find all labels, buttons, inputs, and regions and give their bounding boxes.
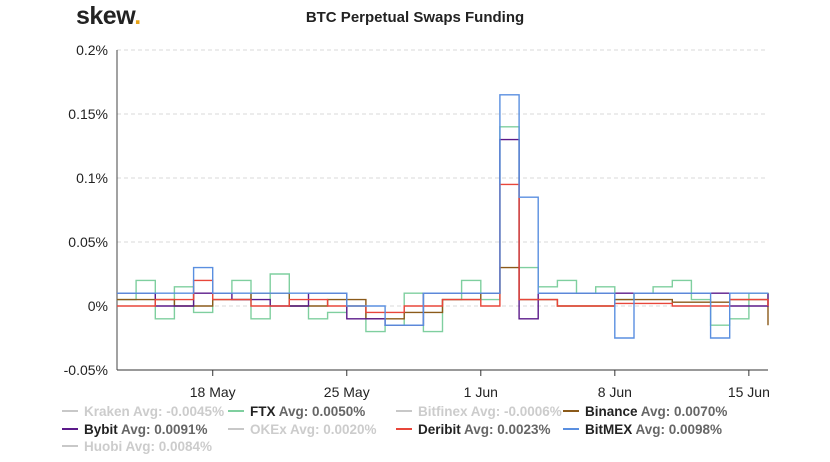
legend-series-name: Huobi [84, 439, 126, 454]
legend-series-name: BitMEX [585, 422, 636, 437]
y-tick-label: 0.15% [68, 106, 108, 122]
legend-series-name: OKEx [250, 422, 290, 437]
legend-item-ftx[interactable]: FTX Avg: 0.0050% [228, 404, 365, 419]
grid-layer [117, 49, 768, 307]
legend-series-avg: Avg: 0.0084% [126, 439, 213, 454]
legend-label: Huobi Avg: 0.0084% [84, 439, 212, 454]
legend-item-bybit[interactable]: Bybit Avg: 0.0091% [62, 422, 208, 437]
axis-layer: -0.05% 0% 0.05% 0.1% 0.15% 0.2% 18 May 25 May 1 … [64, 42, 770, 400]
y-tick-label: 0.05% [68, 234, 108, 250]
legend-series-name: Bitfinex [418, 404, 471, 419]
logo-dot: . [134, 2, 141, 30]
legend-series-avg: Avg: 0.0091% [121, 422, 208, 437]
legend-series-name: Bybit [84, 422, 121, 437]
x-tick-label: 25 May [324, 384, 370, 400]
legend-item-bitmex[interactable]: BitMEX Avg: 0.0098% [563, 422, 722, 437]
legend-label: BitMEX Avg: 0.0098% [585, 422, 722, 437]
legend-label: Bitfinex Avg: -0.0006% [418, 404, 562, 419]
legend-series-avg: Avg: 0.0020% [290, 422, 377, 437]
legend-label: Bybit Avg: 0.0091% [84, 422, 208, 437]
legend-series-name: FTX [250, 404, 279, 419]
legend-series-avg: Avg: -0.0045% [133, 404, 224, 419]
legend-series-name: Kraken [84, 404, 133, 419]
legend-series-avg: Avg: 0.0098% [636, 422, 723, 437]
legend-item-deribit[interactable]: Deribit Avg: 0.0023% [396, 422, 551, 437]
legend-item-binance[interactable]: Binance Avg: 0.0070% [563, 404, 727, 419]
legend-item-kraken[interactable]: Kraken Avg: -0.0045% [62, 404, 224, 419]
y-tick-label: -0.05% [64, 362, 108, 378]
legend-item-huobi[interactable]: Huobi Avg: 0.0084% [62, 439, 212, 454]
x-tick-label: 18 May [190, 384, 236, 400]
legend-label: FTX Avg: 0.0050% [250, 404, 365, 419]
legend-series-avg: Avg: -0.0006% [471, 404, 562, 419]
y-tick-label: 0.1% [76, 170, 108, 186]
legend-series-name: Binance [585, 404, 641, 419]
legend-item-bitfinex[interactable]: Bitfinex Avg: -0.0006% [396, 404, 562, 419]
x-tick-label: 1 Jun [464, 384, 498, 400]
legend: Kraken Avg: -0.0045% FTX Avg: 0.0050% Bitf… [62, 404, 727, 454]
series-line-bitmex [117, 94, 768, 339]
legend-series-avg: Avg: 0.0070% [641, 404, 728, 419]
legend-series-avg: Avg: 0.0023% [464, 422, 551, 437]
legend-label: OKEx Avg: 0.0020% [250, 422, 377, 437]
series-layer [117, 94, 769, 339]
legend-series-name: Deribit [418, 422, 464, 437]
legend-label: Deribit Avg: 0.0023% [418, 422, 551, 437]
y-tick-label: 0.2% [76, 42, 108, 58]
x-tick-label: 8 Jun [598, 384, 632, 400]
chart-title: BTC Perpetual Swaps Funding [306, 9, 524, 26]
legend-series-avg: Avg: 0.0050% [279, 404, 366, 419]
skew-logo: skew. [76, 2, 141, 31]
logo-text: skew [76, 2, 135, 30]
x-tick-label: 15 Jun [728, 384, 770, 400]
y-tick-label: 0% [88, 298, 108, 314]
series-line-bybit [117, 138, 769, 326]
legend-item-okex[interactable]: OKEx Avg: 0.0020% [228, 422, 377, 437]
legend-label: Binance Avg: 0.0070% [585, 404, 727, 419]
legend-label: Kraken Avg: -0.0045% [84, 404, 224, 419]
